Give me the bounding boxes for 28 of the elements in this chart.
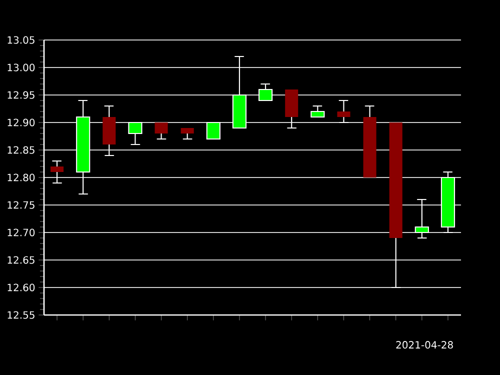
candlestick <box>102 105 116 156</box>
candlestick <box>337 100 350 124</box>
candlestick <box>232 56 247 129</box>
y-tick-label: 12.90 <box>8 118 35 126</box>
y-tick-label: 13.00 <box>8 64 35 72</box>
candlestick <box>76 100 90 195</box>
y-tick-label: 12.70 <box>8 228 35 236</box>
y-tick-label: 12.95 <box>8 91 34 99</box>
y-tick-label: 12.80 <box>8 174 35 182</box>
y-tick-label: 12.85 <box>8 146 34 154</box>
candlestick <box>258 83 273 102</box>
candlestick <box>310 105 325 118</box>
candlestick <box>389 122 402 288</box>
candlestick <box>440 171 456 234</box>
candlestick <box>363 105 376 178</box>
candlestick <box>206 122 220 140</box>
candlestick <box>50 160 64 184</box>
y-tick-label: 13.05 <box>8 36 34 44</box>
candlestick <box>180 128 194 140</box>
y-tick-label: 12.75 <box>8 201 34 209</box>
candlestick <box>154 122 168 140</box>
candlestick <box>128 122 142 146</box>
y-tick-label: 12.55 <box>8 311 34 319</box>
candlestick <box>414 198 429 239</box>
y-tick-label: 12.65 <box>8 256 34 264</box>
x-axis-title: 2021-04-28 <box>396 341 453 349</box>
candlestick <box>285 90 298 129</box>
y-tick-label: 12.60 <box>8 284 35 292</box>
